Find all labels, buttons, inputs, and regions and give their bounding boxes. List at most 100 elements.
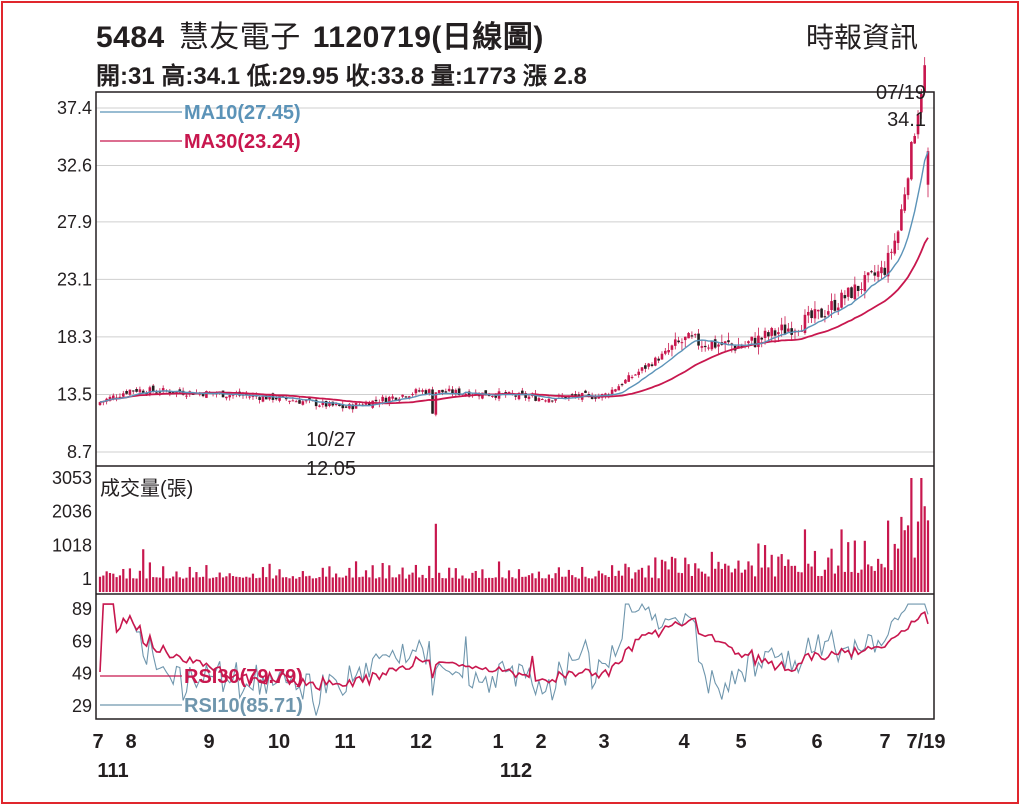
volume-bar [640,567,644,592]
volume-bar [877,558,880,592]
volume-bar [630,578,634,592]
candle-body [507,392,511,394]
candle-body [451,389,454,394]
candle-body [527,396,531,399]
candle-body [294,401,298,403]
volume-bar [803,529,807,592]
candle-body [231,394,235,396]
volume-bar [494,577,497,592]
candle-body [314,399,318,407]
x-tick-label: 8 [125,731,136,753]
volume-bar [620,575,624,592]
volume-bar [152,577,155,592]
candle-body [298,400,301,404]
candle-body [131,390,135,392]
volume-bar [896,548,900,592]
candle-body [324,400,328,407]
volume-bar [162,566,165,592]
rsi-y-tick: 29 [72,696,92,716]
candle-body [886,252,890,277]
volume-bar [744,569,747,592]
volume-y-tick: 1018 [52,535,92,555]
candle-body [175,391,178,394]
candle-body [264,395,268,400]
candle-body [125,391,128,394]
volume-bar [295,578,298,592]
volume-bar [434,523,437,592]
volume-bar [737,560,740,592]
volume-bar [567,569,570,592]
candle-body [890,251,893,253]
x-tick-label: 7/19 [907,731,946,753]
volume-bar [624,563,627,592]
volume-bar [477,577,481,592]
volume-bar [378,577,381,592]
candle-body [926,151,930,185]
candle-body [441,389,444,393]
volume-bar [564,576,567,592]
volume-bar [750,565,753,592]
volume-bar [860,569,863,592]
rsi10-legend: RSI10(85.71) [184,695,303,717]
volume-bar [158,577,161,592]
candle-body [650,364,654,367]
volume-bar [780,554,783,592]
volume-bar [374,578,378,592]
candle-body [128,389,132,395]
candle-body [700,346,704,348]
price-y-tick: 32.6 [57,156,92,176]
volume-bar [474,570,477,592]
candle-body [321,401,325,405]
x-tick-label: 2 [535,731,546,753]
grid-lines [96,107,934,453]
volume-bar [258,577,261,592]
candle-body [610,389,614,396]
volume-bar [717,561,720,592]
volume-bar [497,561,501,592]
candle-body [903,194,907,211]
volume-bar [587,578,590,592]
candle-body [550,400,554,402]
candle-body [846,287,850,297]
candle-body [467,391,471,397]
volume-bar [727,565,730,592]
candle-body [368,402,371,406]
x-tick-label: 10 [268,731,290,753]
volume-bar [900,516,903,592]
volume-bar [763,545,767,592]
stock-name: 慧友電子 [178,21,301,54]
candle-body [657,358,660,361]
candle-body [401,394,404,397]
candle-body [780,324,783,331]
candle-body [634,374,637,376]
volume-bar [358,577,361,592]
volume-bar [451,577,454,592]
volume-bar [122,568,125,592]
volume-bar [886,520,890,592]
volume-bar [487,577,491,592]
volume-bar [428,565,431,592]
volume-bar [850,571,853,592]
volume-bar [98,576,102,592]
volume-bar [511,577,514,592]
volume-bar [251,573,255,592]
volume-bar [614,575,617,592]
volume-bar [168,578,171,592]
volume-bar [135,578,138,592]
volume-bar [747,561,750,592]
candle-body [121,393,125,397]
volume-bar [833,573,836,592]
volume-bar [431,578,434,592]
volume-bar [208,578,211,592]
price-y-tick: 18.3 [57,327,92,347]
candle-body [205,391,208,398]
volume-bar [165,578,168,592]
candle-body [594,397,597,399]
candle-body [414,389,418,394]
candle-body [411,394,414,396]
candle-body [876,271,880,277]
volume-bar [820,576,823,592]
x-tick-label: 6 [811,731,822,753]
candle-body [710,341,714,350]
